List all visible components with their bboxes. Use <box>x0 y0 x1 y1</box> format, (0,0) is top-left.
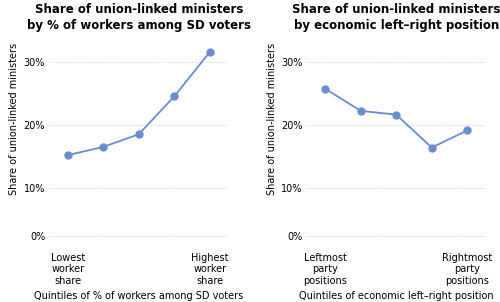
Y-axis label: Share of union-linked ministers: Share of union-linked ministers <box>267 42 277 194</box>
X-axis label: Quintiles of economic left–right position: Quintiles of economic left–right positio… <box>299 291 494 301</box>
X-axis label: Quintiles of % of workers among SD voters: Quintiles of % of workers among SD voter… <box>34 291 244 301</box>
Title: Share of union-linked ministers
by economic left–right position: Share of union-linked ministers by econo… <box>292 3 500 32</box>
Title: Share of union-linked ministers
by % of workers among SD voters: Share of union-linked ministers by % of … <box>27 3 251 32</box>
Y-axis label: Share of union-linked ministers: Share of union-linked ministers <box>10 42 20 194</box>
